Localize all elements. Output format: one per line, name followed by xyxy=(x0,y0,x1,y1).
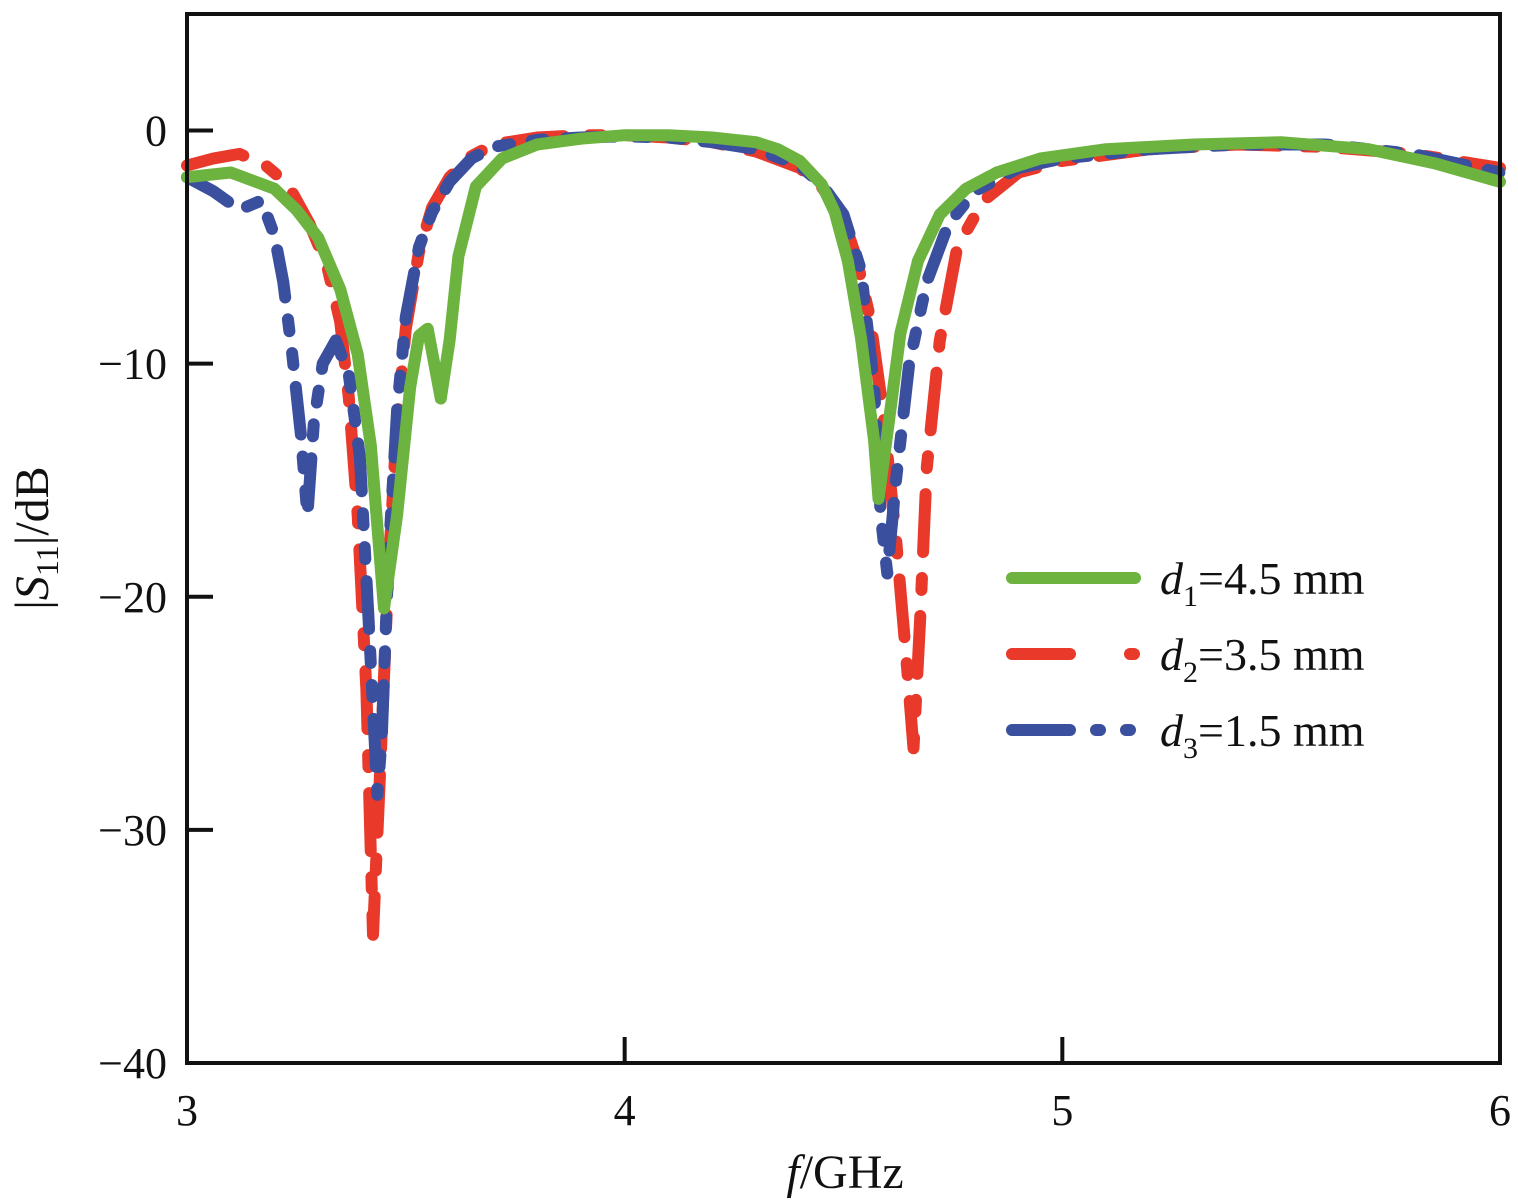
series-line-3 xyxy=(181,130,1506,801)
legend-label-rest: =1.5 mm xyxy=(1198,705,1365,756)
legend-label-var: d xyxy=(1160,629,1184,680)
legend-label-var: d xyxy=(1160,705,1184,756)
y-axis-title-prefix: | xyxy=(6,600,59,610)
y-tick-label: −10 xyxy=(98,340,167,389)
legend-label-sub: 1 xyxy=(1183,580,1198,613)
x-tick-label: 3 xyxy=(176,1086,198,1135)
legend-label-3: d3=1.5 mm xyxy=(1160,705,1365,765)
y-axis-title: |S11|/dB xyxy=(6,466,65,609)
y-tick-label: −30 xyxy=(98,806,167,855)
y-axis-title-suffix: |/dB xyxy=(6,466,59,545)
legend-label-rest: =3.5 mm xyxy=(1198,629,1365,680)
legend-label-var: d xyxy=(1160,553,1184,604)
x-tick-label: 4 xyxy=(614,1086,636,1135)
x-tick-label: 5 xyxy=(1051,1086,1073,1135)
y-axis-title-var: S xyxy=(6,576,59,600)
tick-layer: 3 4 5 6 0 −10 −20 −30 −40 xyxy=(98,107,1511,1135)
series-layer xyxy=(181,129,1506,941)
legend-label-sub: 3 xyxy=(1183,732,1198,765)
plot-frame xyxy=(185,12,1502,1065)
series-line-1 xyxy=(181,129,1506,615)
legend-label-rest: =4.5 mm xyxy=(1198,553,1365,604)
y-tick-label: −20 xyxy=(98,573,167,622)
y-axis-title-sub: 11 xyxy=(29,545,65,576)
x-axis-title-unit: /GHz xyxy=(800,1146,904,1199)
x-axis-title: f/GHz xyxy=(786,1146,903,1199)
legend-label-1: d1=4.5 mm xyxy=(1160,553,1365,613)
legend-label-2: d2=3.5 mm xyxy=(1160,629,1365,689)
y-tick-label: 0 xyxy=(145,107,167,156)
legend-label-sub: 2 xyxy=(1183,656,1198,689)
x-tick-label: 6 xyxy=(1489,1086,1511,1135)
y-tick-label: −40 xyxy=(98,1039,167,1088)
